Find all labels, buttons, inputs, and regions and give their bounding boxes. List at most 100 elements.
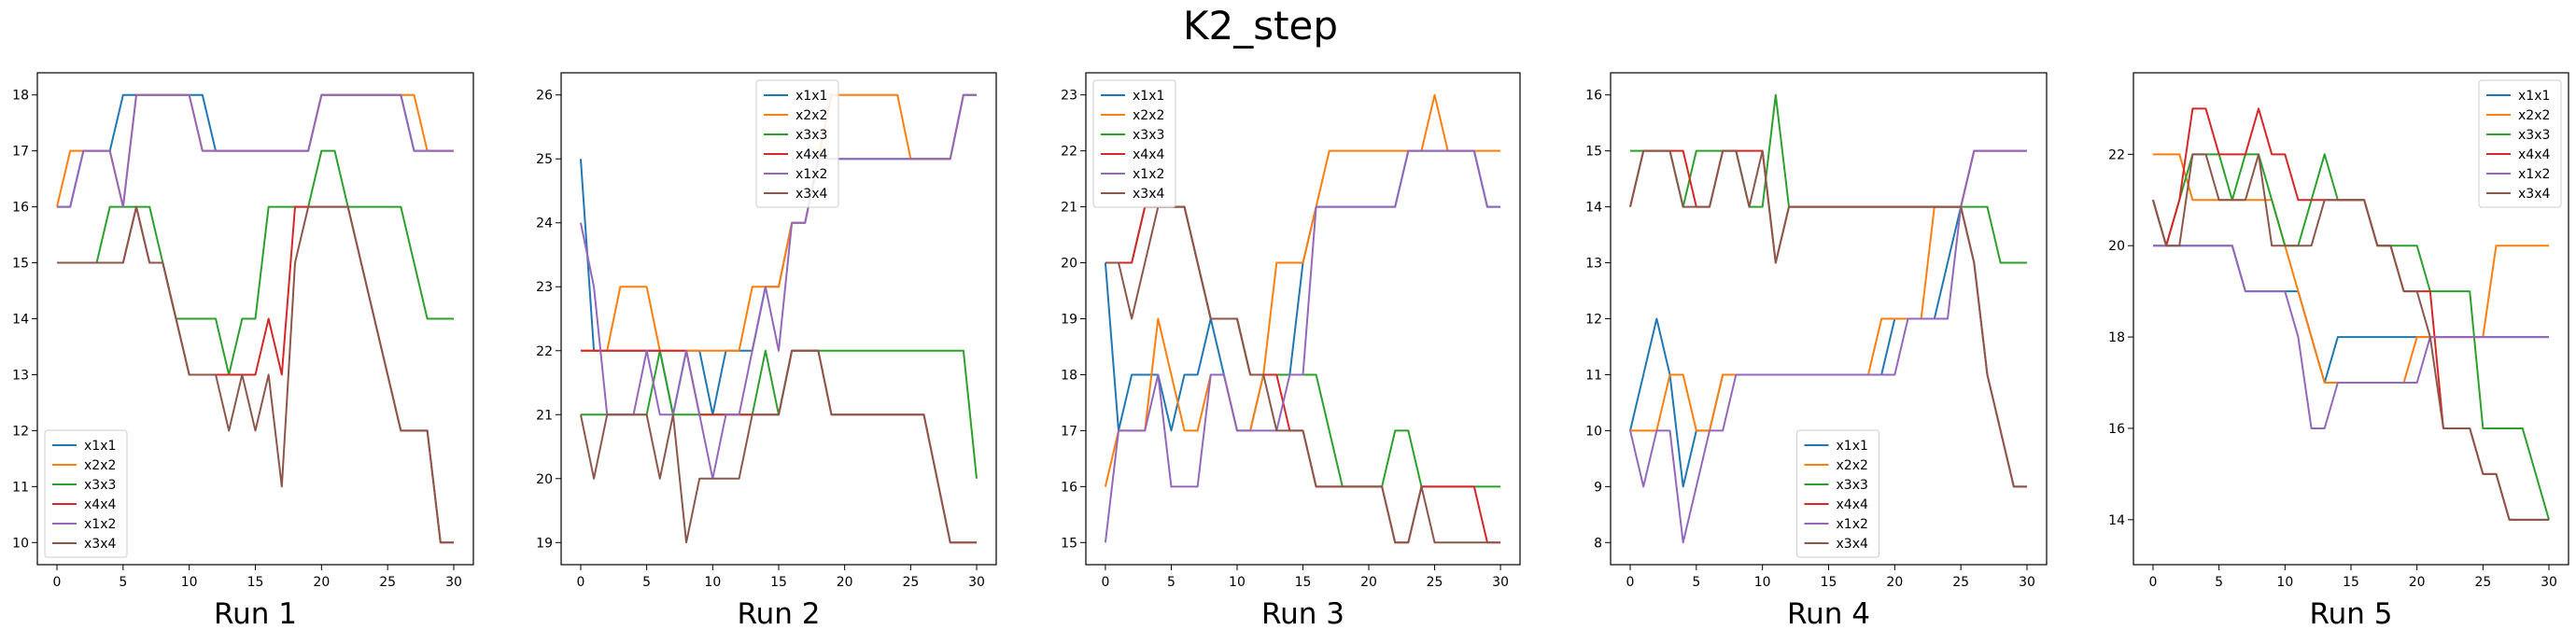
x-tick-label: 10 — [181, 575, 198, 590]
legend-label: x4x4 — [795, 147, 827, 162]
y-tick-label: 14 — [12, 313, 29, 328]
legend-label: x3x4 — [84, 537, 116, 552]
y-tick-label: 10 — [1585, 424, 1602, 439]
y-tick-label: 15 — [1061, 536, 1077, 551]
y-tick-label: 19 — [1061, 313, 1077, 328]
x-tick-label: 25 — [2474, 575, 2491, 590]
legend-label: x3x4 — [2518, 187, 2550, 202]
y-tick-label: 18 — [1061, 368, 1077, 383]
y-tick-label: 22 — [2108, 147, 2125, 162]
y-tick-label: 14 — [1585, 201, 1602, 216]
x-tick-label: 30 — [2019, 575, 2035, 590]
y-tick-label: 20 — [1061, 257, 1077, 272]
legend-label: x3x4 — [795, 187, 827, 202]
y-tick-label: 10 — [12, 536, 29, 551]
y-tick-label: 12 — [1585, 313, 1602, 328]
legend: x1x1 x2x2 x3x3 x4x4 x1x2 x3x4 — [2478, 79, 2562, 208]
series-line-x3x4 — [579, 349, 978, 544]
series-line-x1x2 — [2152, 245, 2550, 429]
y-tick-label: 17 — [12, 145, 29, 160]
legend-label: x1x2 — [84, 517, 116, 532]
legend-label: x3x3 — [1133, 128, 1164, 143]
series-line-x3x4 — [1629, 149, 2027, 488]
y-tick-label: 15 — [12, 257, 29, 272]
figure-title: K2_step — [1183, 3, 1338, 49]
series-line-x1x1 — [2152, 245, 2550, 385]
legend-label: x4x4 — [84, 497, 116, 512]
legend-label: x1x1 — [1133, 89, 1164, 104]
x-tick-label: 5 — [1692, 575, 1700, 590]
y-tick-label: 11 — [1585, 368, 1602, 383]
run-label: Run 3 — [1261, 597, 1344, 630]
legend-label: x1x2 — [1837, 517, 1868, 532]
legend-label: x2x2 — [1837, 458, 1868, 473]
x-tick-label: 30 — [445, 575, 462, 590]
x-tick-label: 5 — [642, 575, 651, 590]
series-line-x1x2 — [579, 93, 978, 480]
y-tick-label: 17 — [1061, 424, 1077, 439]
y-tick-label: 24 — [536, 217, 553, 231]
series-line-x3x4 — [2152, 153, 2550, 521]
y-tick-label: 19 — [536, 536, 553, 551]
y-tick-label: 21 — [1061, 201, 1077, 216]
y-tick-label: 20 — [536, 472, 553, 487]
y-tick-label: 22 — [536, 344, 553, 359]
legend-label: x1x1 — [795, 89, 827, 104]
y-tick-label: 16 — [2108, 422, 2125, 437]
y-tick-label: 9 — [1594, 480, 1602, 495]
y-tick-label: 11 — [12, 480, 29, 495]
x-tick-label: 0 — [53, 575, 62, 590]
legend-box — [1092, 79, 1176, 208]
legend-label: x3x3 — [795, 128, 827, 143]
y-tick-label: 8 — [1594, 536, 1602, 551]
y-tick-label: 26 — [536, 89, 553, 104]
legend-label: x4x4 — [1837, 497, 1868, 512]
x-tick-label: 5 — [2215, 575, 2223, 590]
chart-panel-2: 0 5 10 15 20 25 30 19 20 21 22 23 24 25 26 Run 2 x1x1 x2x… — [536, 72, 997, 630]
run-label: Run 4 — [1787, 597, 1870, 630]
legend-label: x1x2 — [2518, 167, 2550, 182]
series-line-x2x2 — [1104, 93, 1501, 487]
y-tick-label: 13 — [12, 368, 29, 383]
x-tick-label: 20 — [837, 575, 853, 590]
x-tick-label: 15 — [2343, 575, 2359, 590]
y-tick-label: 16 — [1061, 480, 1077, 495]
run-label: Run 5 — [2309, 597, 2392, 630]
y-tick-label: 16 — [1585, 89, 1602, 104]
legend-label: x3x4 — [1133, 187, 1164, 202]
x-tick-label: 15 — [247, 575, 264, 590]
x-tick-label: 10 — [704, 575, 721, 590]
series-line-x3x4 — [57, 205, 454, 544]
x-tick-label: 30 — [968, 575, 985, 590]
legend-box — [2478, 79, 2562, 208]
y-tick-label: 12 — [12, 424, 29, 439]
y-tick-label: 20 — [2108, 239, 2125, 254]
x-tick-label: 25 — [1427, 575, 1443, 590]
series-line-x1x2 — [57, 93, 454, 208]
legend-label: x3x3 — [2518, 128, 2550, 143]
x-tick-label: 0 — [1626, 575, 1635, 590]
legend-box — [755, 79, 839, 208]
legend-label: x3x3 — [84, 478, 116, 493]
legend-box — [1796, 429, 1879, 558]
y-tick-label: 23 — [1061, 89, 1077, 104]
run-label: Run 1 — [214, 597, 297, 630]
y-tick-label: 23 — [536, 280, 553, 295]
y-tick-label: 13 — [1585, 257, 1602, 272]
legend-label: x1x1 — [1837, 439, 1868, 454]
legend-label: x2x2 — [795, 108, 827, 123]
x-tick-label: 0 — [577, 575, 585, 590]
x-tick-label: 20 — [1360, 575, 1377, 590]
y-tick-label: 25 — [536, 152, 553, 167]
run-label: Run 2 — [737, 597, 820, 630]
x-tick-label: 15 — [770, 575, 787, 590]
x-tick-label: 5 — [1167, 575, 1175, 590]
x-tick-label: 15 — [1821, 575, 1837, 590]
y-tick-label: 18 — [12, 89, 29, 104]
x-tick-label: 15 — [1295, 575, 1312, 590]
x-tick-label: 25 — [1952, 575, 1969, 590]
legend-label: x4x4 — [2518, 147, 2550, 162]
x-tick-label: 0 — [1101, 575, 1109, 590]
